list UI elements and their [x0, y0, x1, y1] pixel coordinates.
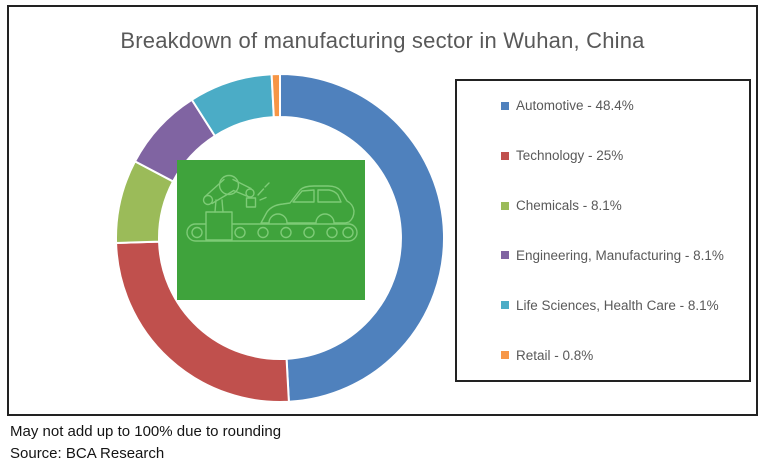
car-assembly-illustration: [186, 174, 358, 242]
legend-item-retail: Retail - 0.8%: [501, 348, 749, 363]
car-icon: [260, 185, 355, 224]
chart-frame: Breakdown of manufacturing sector in Wuh…: [7, 5, 758, 416]
footnote-rounding: May not add up to 100% due to rounding: [10, 423, 282, 440]
legend: Automotive - 48.4% Technology - 25% Chem…: [455, 79, 751, 382]
legend-swatch-life-sciences-health-care: [501, 301, 509, 310]
legend-label: Life Sciences, Health Care - 8.1%: [516, 297, 719, 313]
donut-chart: [115, 72, 445, 403]
robot-arm-icon: [202, 174, 270, 241]
donut-slice-automotive: [279, 72, 445, 403]
legend-swatch-retail: [501, 351, 509, 360]
legend-item-technology: Technology - 25%: [501, 148, 749, 163]
legend-label: Retail - 0.8%: [516, 347, 594, 363]
legend-item-chemicals: Chemicals - 8.1%: [501, 198, 749, 213]
assembly-line-image: [177, 160, 365, 300]
legend-label: Chemicals - 8.1%: [516, 198, 622, 214]
legend-swatch-engineering-manufacturing: [501, 251, 509, 260]
legend-label: Engineering, Manufacturing - 8.1%: [516, 247, 724, 263]
legend-swatch-technology: [501, 151, 509, 160]
footnote-source: Source: BCA Research: [10, 445, 165, 462]
legend-item-automotive: Automotive - 48.4%: [501, 98, 749, 113]
footnotes: May not add up to 100% due to rounding S…: [10, 421, 281, 465]
chart-title: Breakdown of manufacturing sector in Wuh…: [120, 28, 645, 53]
conveyor-belt-icon: [186, 223, 358, 242]
legend-item-life-sciences-health-care: Life Sciences, Health Care - 8.1%: [501, 298, 749, 313]
legend-swatch-automotive: [501, 101, 509, 110]
donut-slice-retail: [270, 72, 281, 119]
legend-swatch-chemicals: [501, 201, 509, 210]
legend-label: Automotive - 48.4%: [516, 98, 634, 114]
legend-label: Technology - 25%: [516, 148, 624, 164]
legend-item-engineering-manufacturing: Engineering, Manufacturing - 8.1%: [501, 248, 749, 263]
